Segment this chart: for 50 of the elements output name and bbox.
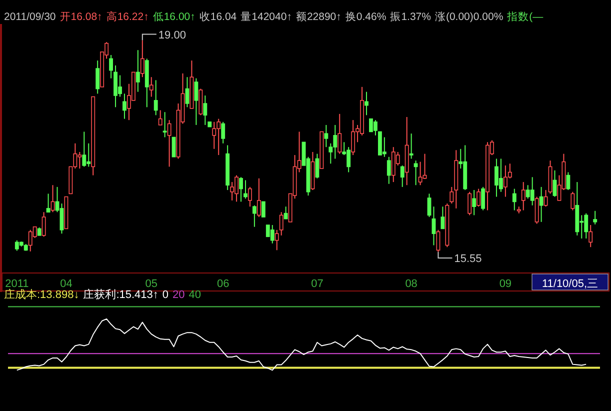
text: 11/10/05,三 (542, 278, 598, 290)
text: 高16.22↑ (106, 10, 149, 23)
candlestick (575, 182, 580, 236)
text: 15.55 (454, 253, 482, 266)
candlestick (521, 182, 526, 211)
text: 量142040↑ (240, 11, 292, 23)
text: 0 (162, 289, 169, 301)
x-tick-label: 07 (311, 278, 324, 290)
text: 换0.46% (345, 11, 386, 23)
text: 指数(— (506, 11, 544, 23)
candlestick (324, 124, 328, 148)
x-tick-label: 06 (216, 278, 230, 290)
text: 庄获利:15.413↑ (83, 289, 158, 301)
candlestick (279, 212, 284, 236)
candlestick (530, 176, 534, 206)
text: 2011/09/30 (4, 11, 56, 23)
candlestick (454, 150, 458, 209)
candlestick (226, 144, 230, 191)
candlestick (404, 116, 409, 186)
candlestick (96, 60, 100, 94)
candlestick (203, 95, 208, 126)
candlestick (364, 91, 368, 116)
annotation: 19.00 (158, 29, 186, 42)
candlestick (212, 121, 216, 150)
x-tick-label: 05 (145, 278, 158, 290)
x-tick-label: 04 (60, 278, 72, 290)
candlestick (167, 120, 172, 168)
candlestick (109, 54, 114, 79)
candlestick (512, 188, 516, 211)
text: 开16.08↑ (60, 11, 102, 23)
candlestick (154, 80, 158, 116)
text: 20 (172, 289, 185, 301)
candlestick (432, 206, 436, 246)
text: 40 (188, 289, 202, 301)
candlestick (136, 50, 140, 92)
x-tick-label: 2011 (5, 278, 29, 290)
text: 涨(0.00)0.00% (434, 11, 504, 23)
text: 收16.04 (199, 11, 237, 23)
candlestick (498, 158, 503, 192)
x-tick-label: 09 (499, 278, 512, 290)
text: 额22890↑ (296, 10, 342, 23)
candlestick (588, 224, 593, 248)
text: 振1.37% (390, 11, 431, 23)
candlestick (539, 186, 544, 222)
text: 低16.00↑ (152, 11, 196, 23)
candlestick (122, 93, 126, 120)
candlestick (270, 224, 274, 244)
candlestick (472, 190, 476, 216)
text: 庄成本:13.898↓ (4, 289, 80, 301)
x-tick-label: 08 (405, 278, 418, 290)
